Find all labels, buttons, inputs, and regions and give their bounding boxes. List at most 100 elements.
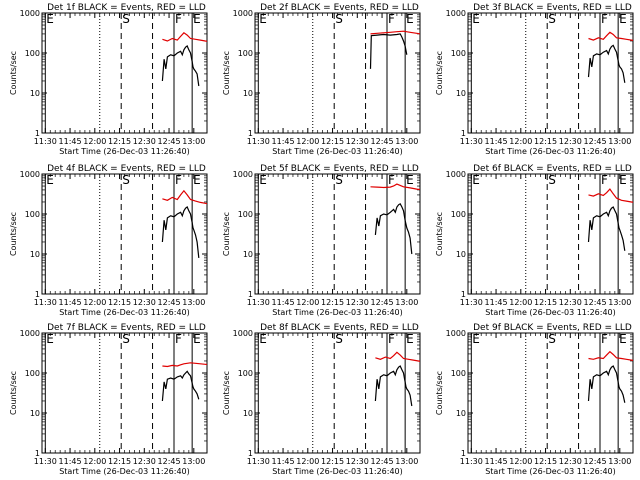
y-tick-label: 1000 — [20, 9, 40, 18]
x-tick-label: 12:30 — [559, 137, 582, 146]
series-lld-line — [588, 350, 633, 362]
time-marker-label: E — [46, 173, 54, 187]
chart-panel-1: Det 1f BLACK = Events, RED = LLD 1 10 100 10… — [9, 3, 208, 156]
time-marker-label: E — [46, 12, 54, 26]
x-tick-label: 12:30 — [133, 457, 156, 466]
y-tick-label: 10 — [30, 89, 40, 98]
y-axis-label: Counts/sec — [9, 371, 18, 415]
y-tick-label: 1 — [461, 129, 466, 138]
series-events-line — [587, 365, 626, 403]
x-tick-label: 12:30 — [346, 137, 369, 146]
x-tick-label: 12:15 — [108, 457, 131, 466]
chart-panel-2: Det 2f BLACK = Events, RED = LLD 1 10 100 10… — [222, 3, 421, 156]
x-tick-label: 11:30 — [34, 457, 57, 466]
chart-panel-6: Det 6f BLACK = Events, RED = LLD 1 10 100 10… — [435, 164, 634, 317]
plot-frame — [467, 12, 634, 134]
y-tick-label: 10 — [456, 409, 466, 418]
x-tick-label: 12:45 — [584, 457, 607, 466]
x-axis-label: Start Time (26-Dec-03 11:26:40) — [272, 467, 403, 476]
x-axis-label: Start Time (26-Dec-03 11:26:40) — [272, 147, 403, 156]
y-axis-label: Counts/sec — [9, 212, 18, 256]
time-marker-label: F — [175, 12, 182, 26]
time-marker-label: F — [175, 173, 182, 187]
time-marker-label: F — [388, 332, 395, 346]
x-tick-label: 12:00 — [83, 457, 106, 466]
series-lld-line — [588, 31, 633, 42]
y-tick-label: 1 — [35, 129, 40, 138]
plot-frame — [254, 332, 421, 454]
series-events-line — [161, 45, 200, 87]
chart-panel-7: Det 7f BLACK = Events, RED = LLD 1 10 100 10… — [9, 323, 208, 476]
x-tick-label: 12:15 — [534, 298, 557, 307]
x-tick-label: 11:45 — [59, 298, 82, 307]
series-lld-line — [162, 362, 207, 368]
time-marker-label: S — [122, 12, 130, 26]
time-marker-label: F — [388, 173, 395, 187]
time-marker-label: E — [472, 12, 480, 26]
chart-title: Det 4f BLACK = Events, RED = LLD — [47, 164, 206, 174]
y-tick-label: 10 — [456, 89, 466, 98]
y-axis-label: Counts/sec — [435, 51, 444, 95]
y-tick-label: 100 — [25, 369, 40, 378]
time-marker-label: E — [472, 173, 480, 187]
x-tick-label: 11:30 — [460, 137, 483, 146]
time-marker-label: E — [406, 332, 414, 346]
series-events-line — [374, 202, 413, 255]
x-tick-label: 12:30 — [346, 298, 369, 307]
x-tick-label: 12:45 — [158, 137, 181, 146]
y-tick-label: 100 — [238, 210, 253, 219]
series-lld-line — [375, 351, 420, 362]
time-marker-label: E — [193, 173, 201, 187]
x-axis-label: Start Time (26-Dec-03 11:26:40) — [485, 147, 616, 156]
time-marker-label: E — [619, 332, 627, 346]
time-marker-label: E — [259, 332, 267, 346]
series-events-line — [161, 206, 200, 258]
time-marker-label: S — [548, 12, 556, 26]
y-tick-label: 1 — [35, 449, 40, 458]
x-tick-label: 13:00 — [182, 457, 205, 466]
y-tick-label: 1000 — [20, 170, 40, 179]
y-tick-label: 1 — [461, 290, 466, 299]
x-tick-label: 11:30 — [247, 457, 270, 466]
plot-frame — [41, 12, 208, 134]
time-marker-label: E — [259, 12, 267, 26]
x-axis-label: Start Time (26-Dec-03 11:26:40) — [59, 147, 190, 156]
time-marker-label: E — [406, 12, 414, 26]
y-tick-label: 1000 — [446, 170, 466, 179]
y-tick-label: 1 — [248, 449, 253, 458]
chart-title: Det 8f BLACK = Events, RED = LLD — [260, 323, 419, 333]
x-axis-label: Start Time (26-Dec-03 11:26:40) — [59, 467, 190, 476]
x-tick-label: 12:15 — [321, 457, 344, 466]
x-tick-label: 12:45 — [371, 457, 394, 466]
time-marker-label: S — [548, 173, 556, 187]
time-marker-label: E — [619, 173, 627, 187]
y-tick-label: 10 — [30, 409, 40, 418]
time-marker-label: F — [601, 12, 608, 26]
y-tick-label: 10 — [243, 250, 253, 259]
y-tick-label: 1000 — [446, 9, 466, 18]
y-tick-label: 100 — [451, 210, 466, 219]
time-marker-label: F — [601, 332, 608, 346]
series-lld-line — [370, 183, 420, 191]
chart-panel-8: Det 8f BLACK = Events, RED = LLD 1 10 100 10… — [222, 323, 421, 476]
series-lld-line — [588, 188, 633, 203]
x-tick-label: 12:15 — [534, 457, 557, 466]
chart-panel-3: Det 3f BLACK = Events, RED = LLD 1 10 100 10… — [435, 3, 634, 156]
plot-frame — [254, 173, 421, 295]
time-marker-label: F — [388, 12, 395, 26]
x-tick-label: 12:45 — [371, 298, 394, 307]
x-tick-label: 12:45 — [158, 457, 181, 466]
plot-frame — [254, 12, 421, 134]
y-tick-label: 1000 — [20, 329, 40, 338]
x-tick-label: 12:30 — [559, 457, 582, 466]
y-tick-label: 1 — [35, 290, 40, 299]
y-tick-label: 1000 — [233, 170, 253, 179]
x-tick-label: 11:30 — [34, 298, 57, 307]
x-tick-label: 12:00 — [296, 298, 319, 307]
x-tick-label: 11:30 — [460, 457, 483, 466]
y-tick-label: 1 — [461, 449, 466, 458]
x-tick-label: 12:30 — [133, 298, 156, 307]
x-tick-label: 11:45 — [485, 137, 508, 146]
x-tick-label: 12:15 — [321, 137, 344, 146]
series-lld-line — [162, 32, 207, 42]
